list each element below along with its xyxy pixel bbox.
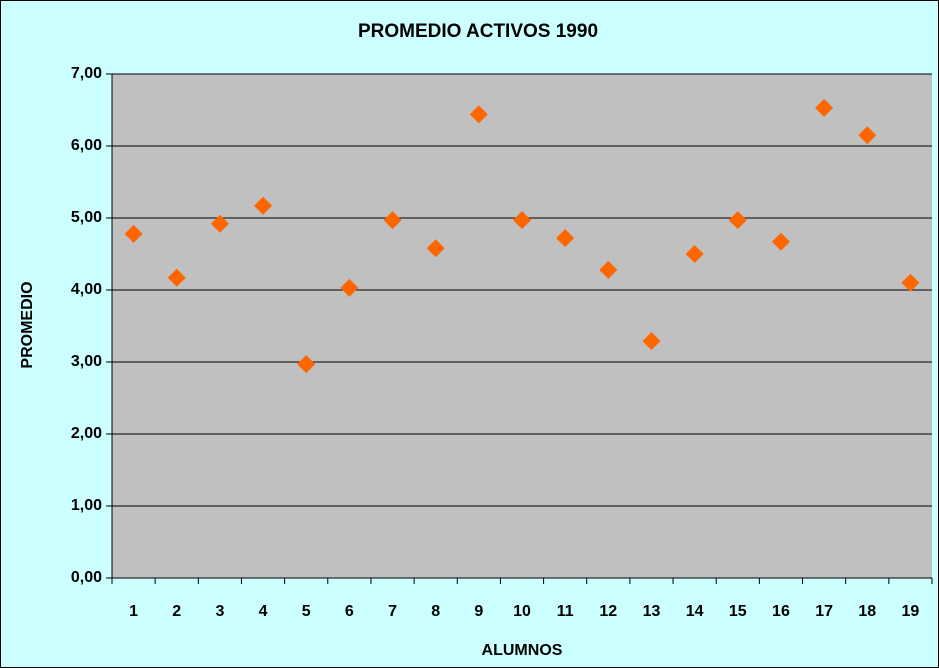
data-point (254, 196, 273, 215)
data-point (728, 211, 747, 230)
x-tick-label: 13 (643, 603, 661, 620)
data-point (167, 268, 186, 287)
y-tick-label: 5,00 (71, 209, 102, 226)
data-point (815, 98, 834, 117)
x-tick-label: 8 (431, 603, 440, 620)
data-point (383, 211, 402, 230)
x-tick-label: 9 (474, 603, 483, 620)
y-tick-label: 3,00 (71, 353, 102, 370)
y-tick-label: 1,00 (71, 497, 102, 514)
x-tick-label: 18 (858, 603, 876, 620)
y-tick-label: 0,00 (71, 569, 102, 586)
x-tick-label: 4 (259, 603, 268, 620)
data-point (599, 260, 618, 279)
data-point (556, 229, 575, 248)
x-axis-label: ALUMNOS (482, 642, 563, 659)
data-point (685, 245, 704, 263)
x-tick-label: 5 (302, 603, 311, 620)
data-point (340, 278, 359, 297)
data-point (642, 332, 661, 351)
y-tick-label: 7,00 (71, 65, 102, 82)
x-tick-label: 17 (815, 603, 833, 620)
data-point (297, 355, 316, 374)
y-axis-label: PROMEDIO (19, 281, 36, 368)
y-tick-label: 4,00 (71, 281, 102, 298)
data-point (901, 273, 920, 292)
plot-area (112, 74, 932, 578)
x-tick-label: 2 (172, 603, 181, 620)
y-tick-label: 6,00 (71, 137, 102, 154)
data-point (469, 105, 488, 124)
data-point (426, 239, 445, 258)
x-tick-label: 6 (345, 603, 354, 620)
data-point (771, 232, 790, 251)
data-point (513, 211, 531, 230)
x-tick-label: 10 (513, 603, 531, 620)
x-tick-label: 12 (599, 603, 617, 620)
x-tick-label: 7 (388, 603, 397, 620)
data-point (858, 126, 877, 145)
x-tick-label: 1 (129, 603, 138, 620)
chart-title: PROMEDIO ACTIVOS 1990 (358, 21, 598, 42)
x-tick-label: 15 (729, 603, 747, 620)
data-point (124, 224, 143, 243)
data-point (210, 214, 229, 233)
x-tick-label: 11 (557, 603, 574, 620)
y-tick-label: 2,00 (71, 425, 102, 442)
x-tick-label: 14 (686, 603, 704, 620)
x-tick-label: 19 (902, 603, 920, 620)
x-tick-label: 3 (215, 603, 224, 620)
x-tick-label: 16 (772, 603, 790, 620)
